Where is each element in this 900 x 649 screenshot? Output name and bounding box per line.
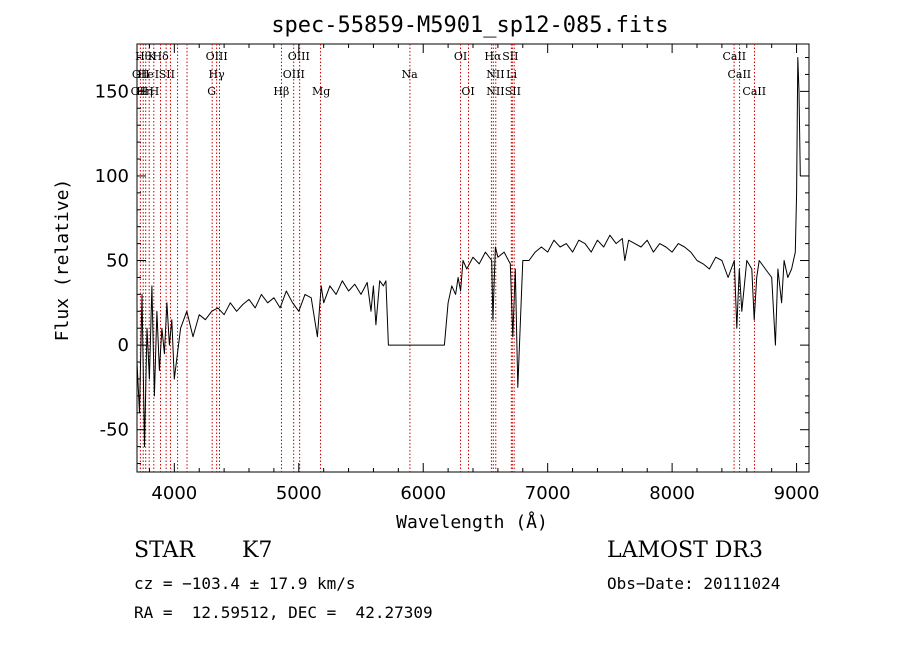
- line-label-upper: SII: [502, 50, 518, 63]
- coordinates: RA = 12.59512, DEC = 42.27309: [134, 603, 433, 622]
- line-label-middle: NII: [486, 68, 504, 81]
- x-tick-label: 8000: [649, 483, 695, 504]
- x-tick-label: 7000: [525, 483, 571, 504]
- y-tick-label: 0: [118, 335, 129, 356]
- line-label-middle: OIII: [283, 68, 305, 81]
- line-label-lower: Hβ: [273, 85, 289, 98]
- line-label-lower: H: [150, 85, 160, 98]
- object-type: STAR: [134, 538, 195, 563]
- line-label-lower: CaII: [742, 85, 766, 98]
- x-axis-ticks: 4000 5000 6000 7000 8000 9000: [148, 44, 820, 504]
- line-label-upper: Hδ: [153, 50, 170, 63]
- y-tick-label: 50: [106, 251, 129, 272]
- line-label-middle: I: [155, 68, 159, 81]
- line-label-upper: K: [148, 50, 157, 63]
- y-tick-label: 150: [95, 81, 129, 102]
- line-label-lower: SII: [505, 85, 521, 98]
- line-label-lower: G: [207, 85, 216, 98]
- line-label-middle: Hγ: [209, 68, 226, 81]
- line-markers: [139, 44, 755, 472]
- x-tick-label: 5000: [276, 483, 322, 504]
- x-tick-label: 4000: [151, 483, 197, 504]
- line-label-middle: He: [138, 68, 154, 81]
- line-label-middle: Li: [506, 68, 517, 81]
- line-label-lower: Mg: [312, 85, 330, 98]
- line-label-lower: OI: [461, 85, 474, 98]
- y-axis-ticks: -50 0 50 100 150: [95, 57, 809, 465]
- flux-line: [136, 57, 801, 448]
- chart-title: spec-55859-M5901_sp12-085.fits: [271, 13, 668, 38]
- x-tick-label: 6000: [400, 483, 446, 504]
- line-label-lower: NII: [486, 85, 504, 98]
- subclass: K7: [242, 538, 273, 563]
- survey-name: LAMOST DR3: [607, 538, 763, 563]
- obs-date: Obs−Date: 20111024: [607, 574, 781, 593]
- x-axis-label: Wavelength (Å): [396, 511, 548, 533]
- line-label-upper: OI: [454, 50, 467, 63]
- line-label-upper: Hα: [484, 50, 502, 63]
- line-label-middle: SII: [159, 68, 175, 81]
- line-label-middle: Na: [401, 68, 418, 81]
- line-label-upper: OIII: [206, 50, 228, 63]
- line-label-middle: CaII: [727, 68, 751, 81]
- line-label-upper: OIII: [288, 50, 310, 63]
- y-tick-label: -50: [100, 420, 129, 441]
- velocity-readout: cz = −103.4 ± 17.9 km/s: [134, 574, 356, 593]
- x-tick-label: 9000: [774, 483, 820, 504]
- line-label-upper: CaII: [722, 50, 746, 63]
- y-tick-label: 100: [95, 166, 129, 187]
- line-label-upper: Hθ: [135, 50, 152, 63]
- flux-series: [136, 57, 801, 448]
- y-axis-label: Flux (relative): [52, 179, 73, 342]
